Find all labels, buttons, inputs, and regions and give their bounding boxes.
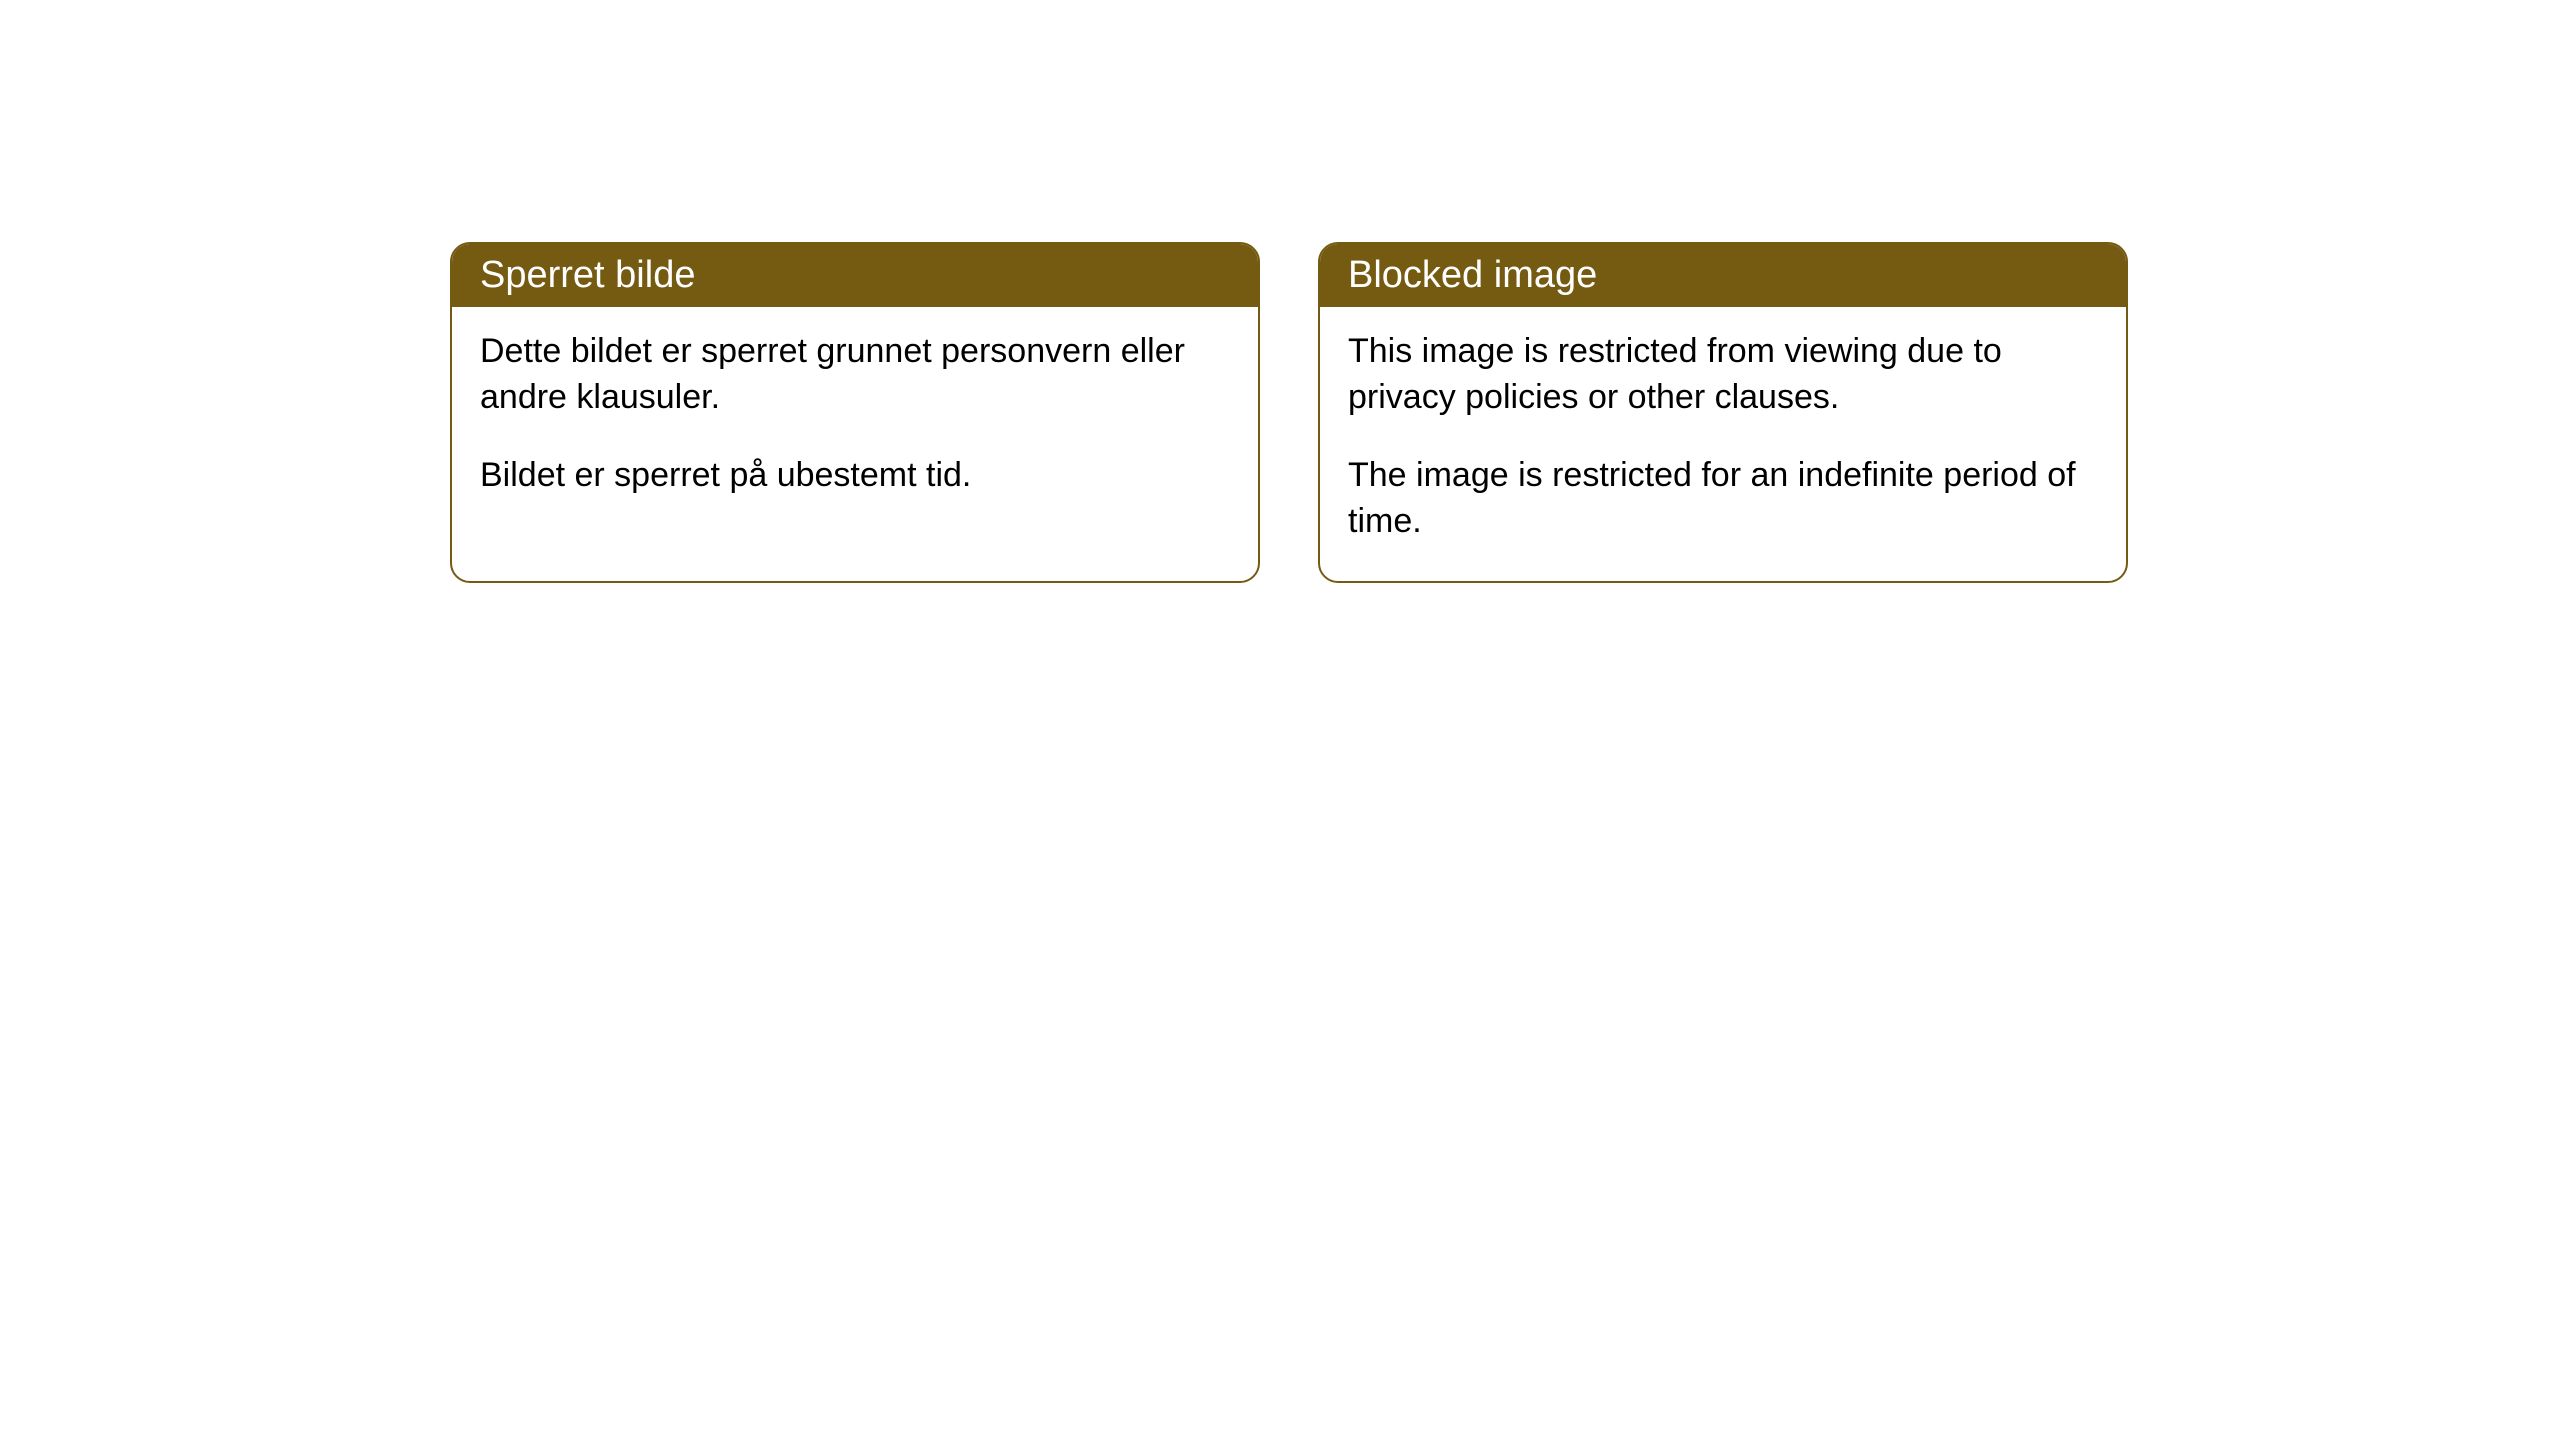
card-container: Sperret bilde Dette bildet er sperret gr… [0,0,2560,583]
card-body: This image is restricted from viewing du… [1320,307,2126,581]
blocked-image-card-no: Sperret bilde Dette bildet er sperret gr… [450,242,1260,583]
card-header: Sperret bilde [452,244,1258,307]
card-paragraph: The image is restricted for an indefinit… [1348,453,2098,545]
card-paragraph: This image is restricted from viewing du… [1348,329,2098,421]
card-header: Blocked image [1320,244,2126,307]
card-paragraph: Bildet er sperret på ubestemt tid. [480,453,1230,499]
card-body: Dette bildet er sperret grunnet personve… [452,307,1258,535]
blocked-image-card-en: Blocked image This image is restricted f… [1318,242,2128,583]
card-paragraph: Dette bildet er sperret grunnet personve… [480,329,1230,421]
